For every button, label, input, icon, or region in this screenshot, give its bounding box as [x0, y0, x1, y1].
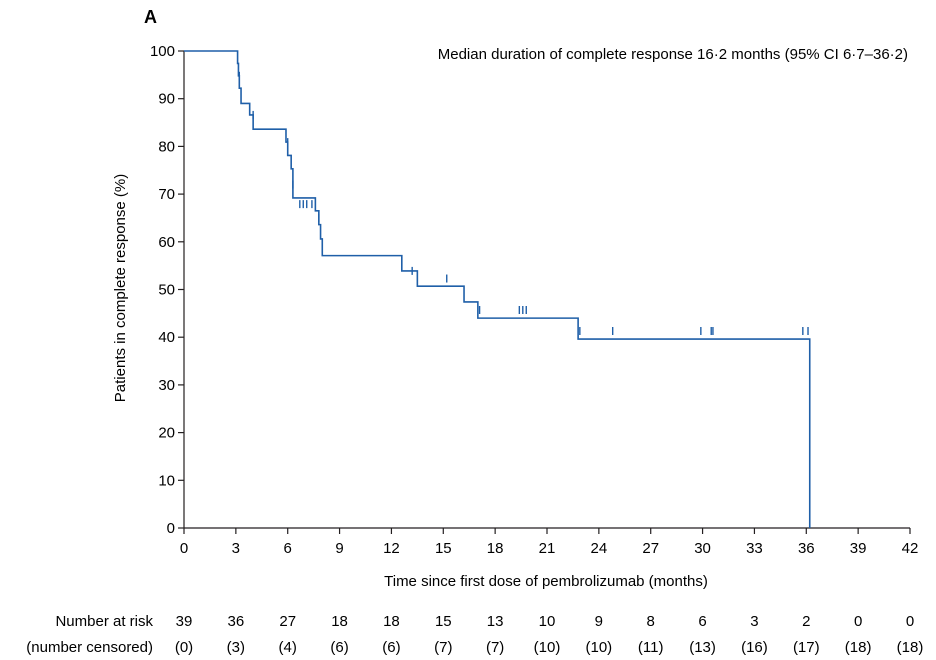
censored-count: (18) [845, 639, 872, 656]
x-tick-label: 0 [180, 540, 188, 557]
y-tick-label: 0 [167, 520, 175, 537]
x-tick-label: 12 [383, 540, 400, 557]
at-risk-count: 27 [279, 613, 296, 630]
at-risk-count: 18 [383, 613, 400, 630]
x-axis: 0 3 6 9 12 15 18 21 24 27 30 33 36 39 42 [180, 527, 919, 557]
panel-label: A [144, 7, 157, 27]
at-risk-count: 9 [595, 613, 603, 630]
at-risk-count: 36 [228, 613, 245, 630]
x-tick-label: 24 [591, 540, 608, 557]
y-tick-label: 10 [158, 472, 175, 489]
censored-row-label: (number censored) [26, 639, 153, 656]
at-risk-count: 39 [176, 613, 193, 630]
y-tick-label: 90 [158, 91, 175, 108]
censored-count: (11) [638, 639, 664, 656]
censored-count: (6) [382, 639, 400, 656]
censored-count: (7) [486, 639, 504, 656]
censored-count: (18) [897, 639, 924, 656]
y-tick-label: 80 [158, 138, 175, 155]
survival-curve-group [184, 50, 811, 528]
at-risk-count: 6 [698, 613, 706, 630]
censored-count: (17) [793, 639, 820, 656]
censored-count: (6) [330, 639, 348, 656]
y-tick-label: 20 [158, 425, 175, 442]
at-risk-count: 13 [487, 613, 504, 630]
censored-count: (13) [689, 639, 716, 656]
at-risk-count: 8 [647, 613, 655, 630]
x-tick-label: 36 [798, 540, 815, 557]
y-axis: 0 10 20 30 40 50 60 70 80 90 100 [150, 43, 185, 537]
censored-count: (16) [741, 639, 768, 656]
x-axis-title: Time since first dose of pembrolizumab (… [384, 573, 708, 590]
x-tick-label: 18 [487, 540, 504, 557]
y-tick-label: 100 [150, 43, 175, 60]
y-tick-label: 50 [158, 282, 175, 299]
x-tick-label: 39 [850, 540, 867, 557]
y-axis-title: Patients in complete response (%) [112, 174, 129, 402]
y-tick-label: 40 [158, 329, 175, 346]
censored-count: (0) [175, 639, 193, 656]
risk-row-label: Number at risk [55, 613, 153, 630]
at-risk-count: 15 [435, 613, 452, 630]
at-risk-count: 0 [906, 613, 914, 630]
x-tick-label: 30 [694, 540, 711, 557]
x-tick-label: 9 [335, 540, 343, 557]
censor-marks [238, 71, 809, 335]
y-tick-label: 30 [158, 377, 175, 394]
median-annotation: Median duration of complete response 16·… [438, 46, 908, 63]
at-risk-count: 0 [854, 613, 862, 630]
at-risk-count: 3 [750, 613, 758, 630]
x-tick-label: 27 [642, 540, 659, 557]
survival-curve [184, 50, 811, 528]
at-risk-count: 10 [539, 613, 556, 630]
risk-table: 39(0)36(3)27(4)18(6)18(6)15(7)13(7)10(10… [175, 613, 924, 656]
x-tick-label: 21 [539, 540, 556, 557]
censored-count: (10) [534, 639, 561, 656]
y-tick-label: 70 [158, 186, 175, 203]
y-tick-label: 60 [158, 234, 175, 251]
censored-count: (3) [227, 639, 245, 656]
at-risk-count: 2 [802, 613, 810, 630]
x-tick-label: 3 [232, 540, 240, 557]
censored-count: (10) [586, 639, 613, 656]
x-tick-label: 15 [435, 540, 452, 557]
x-tick-label: 6 [284, 540, 292, 557]
censored-count: (4) [279, 639, 297, 656]
x-tick-label: 33 [746, 540, 763, 557]
censored-count: (7) [434, 639, 452, 656]
x-tick-label: 42 [902, 540, 919, 557]
at-risk-count: 18 [331, 613, 348, 630]
